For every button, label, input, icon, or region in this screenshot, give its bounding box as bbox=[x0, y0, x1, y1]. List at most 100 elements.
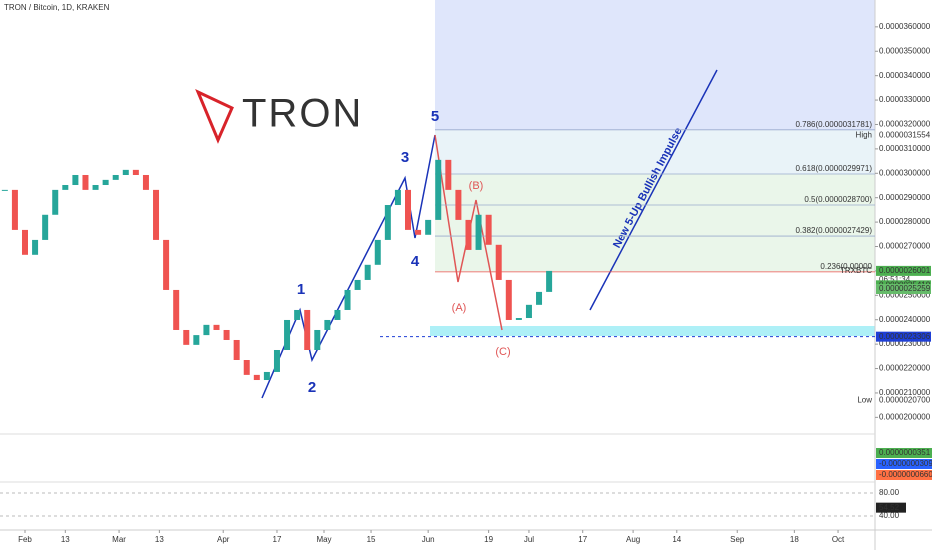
price-box bbox=[876, 130, 931, 141]
x-tick-label: 17 bbox=[273, 535, 282, 544]
candle bbox=[354, 279, 361, 290]
fib-label: 0.786(0.0000031781) bbox=[795, 120, 872, 129]
rsi-value: 54.52 bbox=[879, 503, 900, 512]
fib-label: 0.236(0.00000 bbox=[820, 262, 872, 271]
candle bbox=[495, 244, 502, 280]
candle bbox=[62, 185, 69, 190]
wave-label: 5 bbox=[431, 108, 439, 125]
x-tick-label: May bbox=[316, 535, 331, 544]
x-tick-label: Mar bbox=[112, 535, 126, 544]
logo: TRON bbox=[195, 88, 363, 144]
candle bbox=[525, 304, 532, 319]
candle bbox=[132, 169, 139, 175]
wave-label: 1 bbox=[297, 281, 305, 298]
x-tick-label: Aug bbox=[626, 535, 640, 544]
candle bbox=[485, 214, 492, 245]
x-tick-label: Jun bbox=[422, 535, 435, 544]
y-tick-label: 0.0000340000 bbox=[879, 71, 931, 80]
candle bbox=[21, 229, 28, 255]
x-tick-label: Oct bbox=[832, 535, 845, 544]
x-tick-label: 13 bbox=[61, 535, 70, 544]
price-box bbox=[876, 284, 931, 295]
candle bbox=[173, 289, 180, 330]
fib-band bbox=[435, 130, 875, 174]
price-tag: TRXBTC bbox=[840, 266, 872, 275]
x-tick-label: 13 bbox=[155, 535, 164, 544]
y-tick-label: 0.0000280000 bbox=[879, 217, 931, 226]
macd-label: -0.0000000660 bbox=[879, 470, 932, 479]
x-tick-label: 15 bbox=[367, 535, 376, 544]
y-tick-label: 0.0000330000 bbox=[879, 95, 931, 104]
fib-band bbox=[435, 174, 875, 272]
candle bbox=[1, 189, 8, 191]
candle bbox=[515, 318, 522, 320]
x-tick-label: Apr bbox=[217, 535, 230, 544]
y-tick-label: 0.0000240000 bbox=[879, 315, 931, 324]
candle bbox=[455, 189, 462, 220]
fib-label: 0.618(0.0000029971) bbox=[795, 164, 872, 173]
candle bbox=[32, 239, 39, 255]
candle bbox=[183, 329, 190, 345]
candle bbox=[334, 309, 341, 320]
candle bbox=[102, 179, 109, 186]
y-tick-label: 0.0000320000 bbox=[879, 120, 931, 129]
support-zone bbox=[430, 326, 875, 336]
candle bbox=[314, 329, 321, 350]
candle bbox=[213, 324, 220, 330]
candle bbox=[72, 174, 79, 186]
corrective-label: (A) bbox=[452, 302, 467, 314]
price-box bbox=[876, 265, 931, 276]
y-tick-label: 0.0000200000 bbox=[879, 412, 931, 421]
y-tick-label: 0.0000220000 bbox=[879, 364, 931, 373]
y-tick-label: 0.0000290000 bbox=[879, 193, 931, 202]
candle bbox=[475, 214, 482, 250]
candle bbox=[52, 189, 59, 215]
candle bbox=[253, 374, 260, 381]
candle bbox=[163, 239, 170, 290]
candle bbox=[374, 239, 381, 265]
candle bbox=[435, 159, 442, 220]
candle bbox=[82, 174, 89, 190]
x-tick-label: Sep bbox=[730, 535, 745, 544]
price-label: 0.0000031554 bbox=[879, 130, 931, 139]
candle bbox=[193, 335, 200, 345]
rsi-tick-label: 40.00 bbox=[879, 511, 900, 520]
wave-label: 4 bbox=[411, 253, 420, 270]
corrective-label: (C) bbox=[495, 346, 510, 358]
fib-label: 0.382(0.0000027429) bbox=[795, 226, 872, 235]
candle bbox=[465, 219, 472, 250]
impulse-arrow bbox=[589, 69, 718, 311]
candle bbox=[112, 174, 119, 180]
x-tick-label: Feb bbox=[18, 535, 32, 544]
price-tag: High bbox=[856, 130, 872, 139]
x-tick-label: Jul bbox=[524, 535, 534, 544]
candle bbox=[203, 324, 210, 336]
macd-label: -0.0000000309 bbox=[879, 459, 932, 468]
y-tick-label: 0.0000250000 bbox=[879, 290, 931, 299]
candle bbox=[304, 309, 311, 350]
candle bbox=[364, 264, 371, 280]
price-tag: Low bbox=[857, 395, 872, 404]
logo-text: TRON bbox=[242, 92, 363, 136]
macd-label: 0.0000000351 bbox=[879, 448, 931, 457]
candle bbox=[142, 174, 149, 190]
chart-header: TRON / Bitcoin, 1D, KRAKEN bbox=[4, 3, 110, 12]
y-tick-label: 0.0000310000 bbox=[879, 144, 931, 153]
wave-label: 2 bbox=[308, 379, 316, 396]
candle bbox=[415, 229, 422, 235]
price-label: 0.0000026001 bbox=[879, 266, 931, 275]
fib-label: 0.5(0.0000028700) bbox=[804, 195, 872, 204]
candle bbox=[394, 189, 401, 206]
candle bbox=[273, 349, 280, 372]
macd-box bbox=[876, 448, 932, 458]
x-tick-label: 14 bbox=[672, 535, 681, 544]
target-zone bbox=[435, 0, 875, 130]
wave-label: 3 bbox=[401, 149, 409, 166]
price-label: 0.0000023306 bbox=[879, 332, 931, 341]
countdown: 06:51:34 bbox=[879, 275, 911, 284]
candle bbox=[324, 319, 331, 330]
candle bbox=[344, 289, 351, 310]
price-box bbox=[876, 331, 931, 342]
x-tick-label: 17 bbox=[578, 535, 587, 544]
y-tick-label: 0.0000350000 bbox=[879, 46, 931, 55]
